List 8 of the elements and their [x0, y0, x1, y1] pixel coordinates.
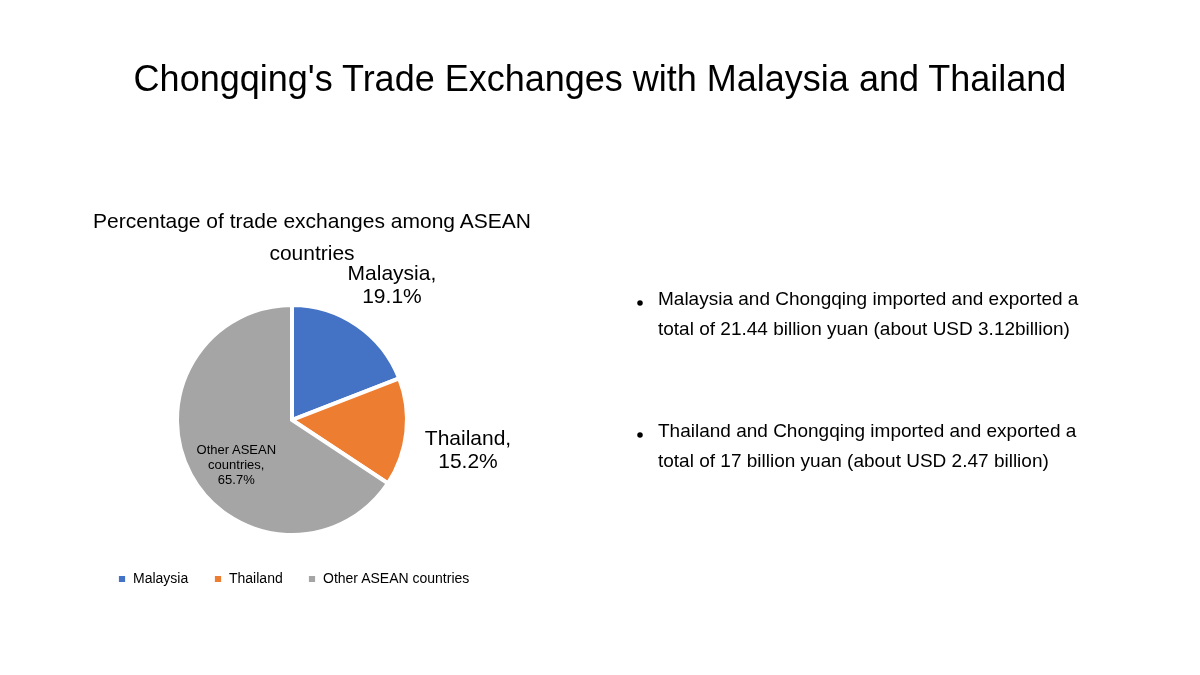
legend-label: Thailand [229, 570, 283, 586]
data-label: Thailand, 15.2% [424, 425, 512, 472]
text: Thailand and Chongqing imported and exported a total of 17 billion yuan (about USD 2.47 billion) [658, 420, 1077, 471]
data-label: Other ASEAN countries, 65.7% [196, 441, 277, 487]
legend-label: Malaysia [133, 570, 189, 586]
text: Chongqing's Trade Exchanges with Malaysia and Thailand [133, 58, 1067, 99]
legend-label: Other ASEAN countries [323, 570, 470, 586]
text: Malaysia and Chongqing imported and exported a total of 21.44 billion yuan (about USD 3.12billion) [658, 288, 1079, 339]
